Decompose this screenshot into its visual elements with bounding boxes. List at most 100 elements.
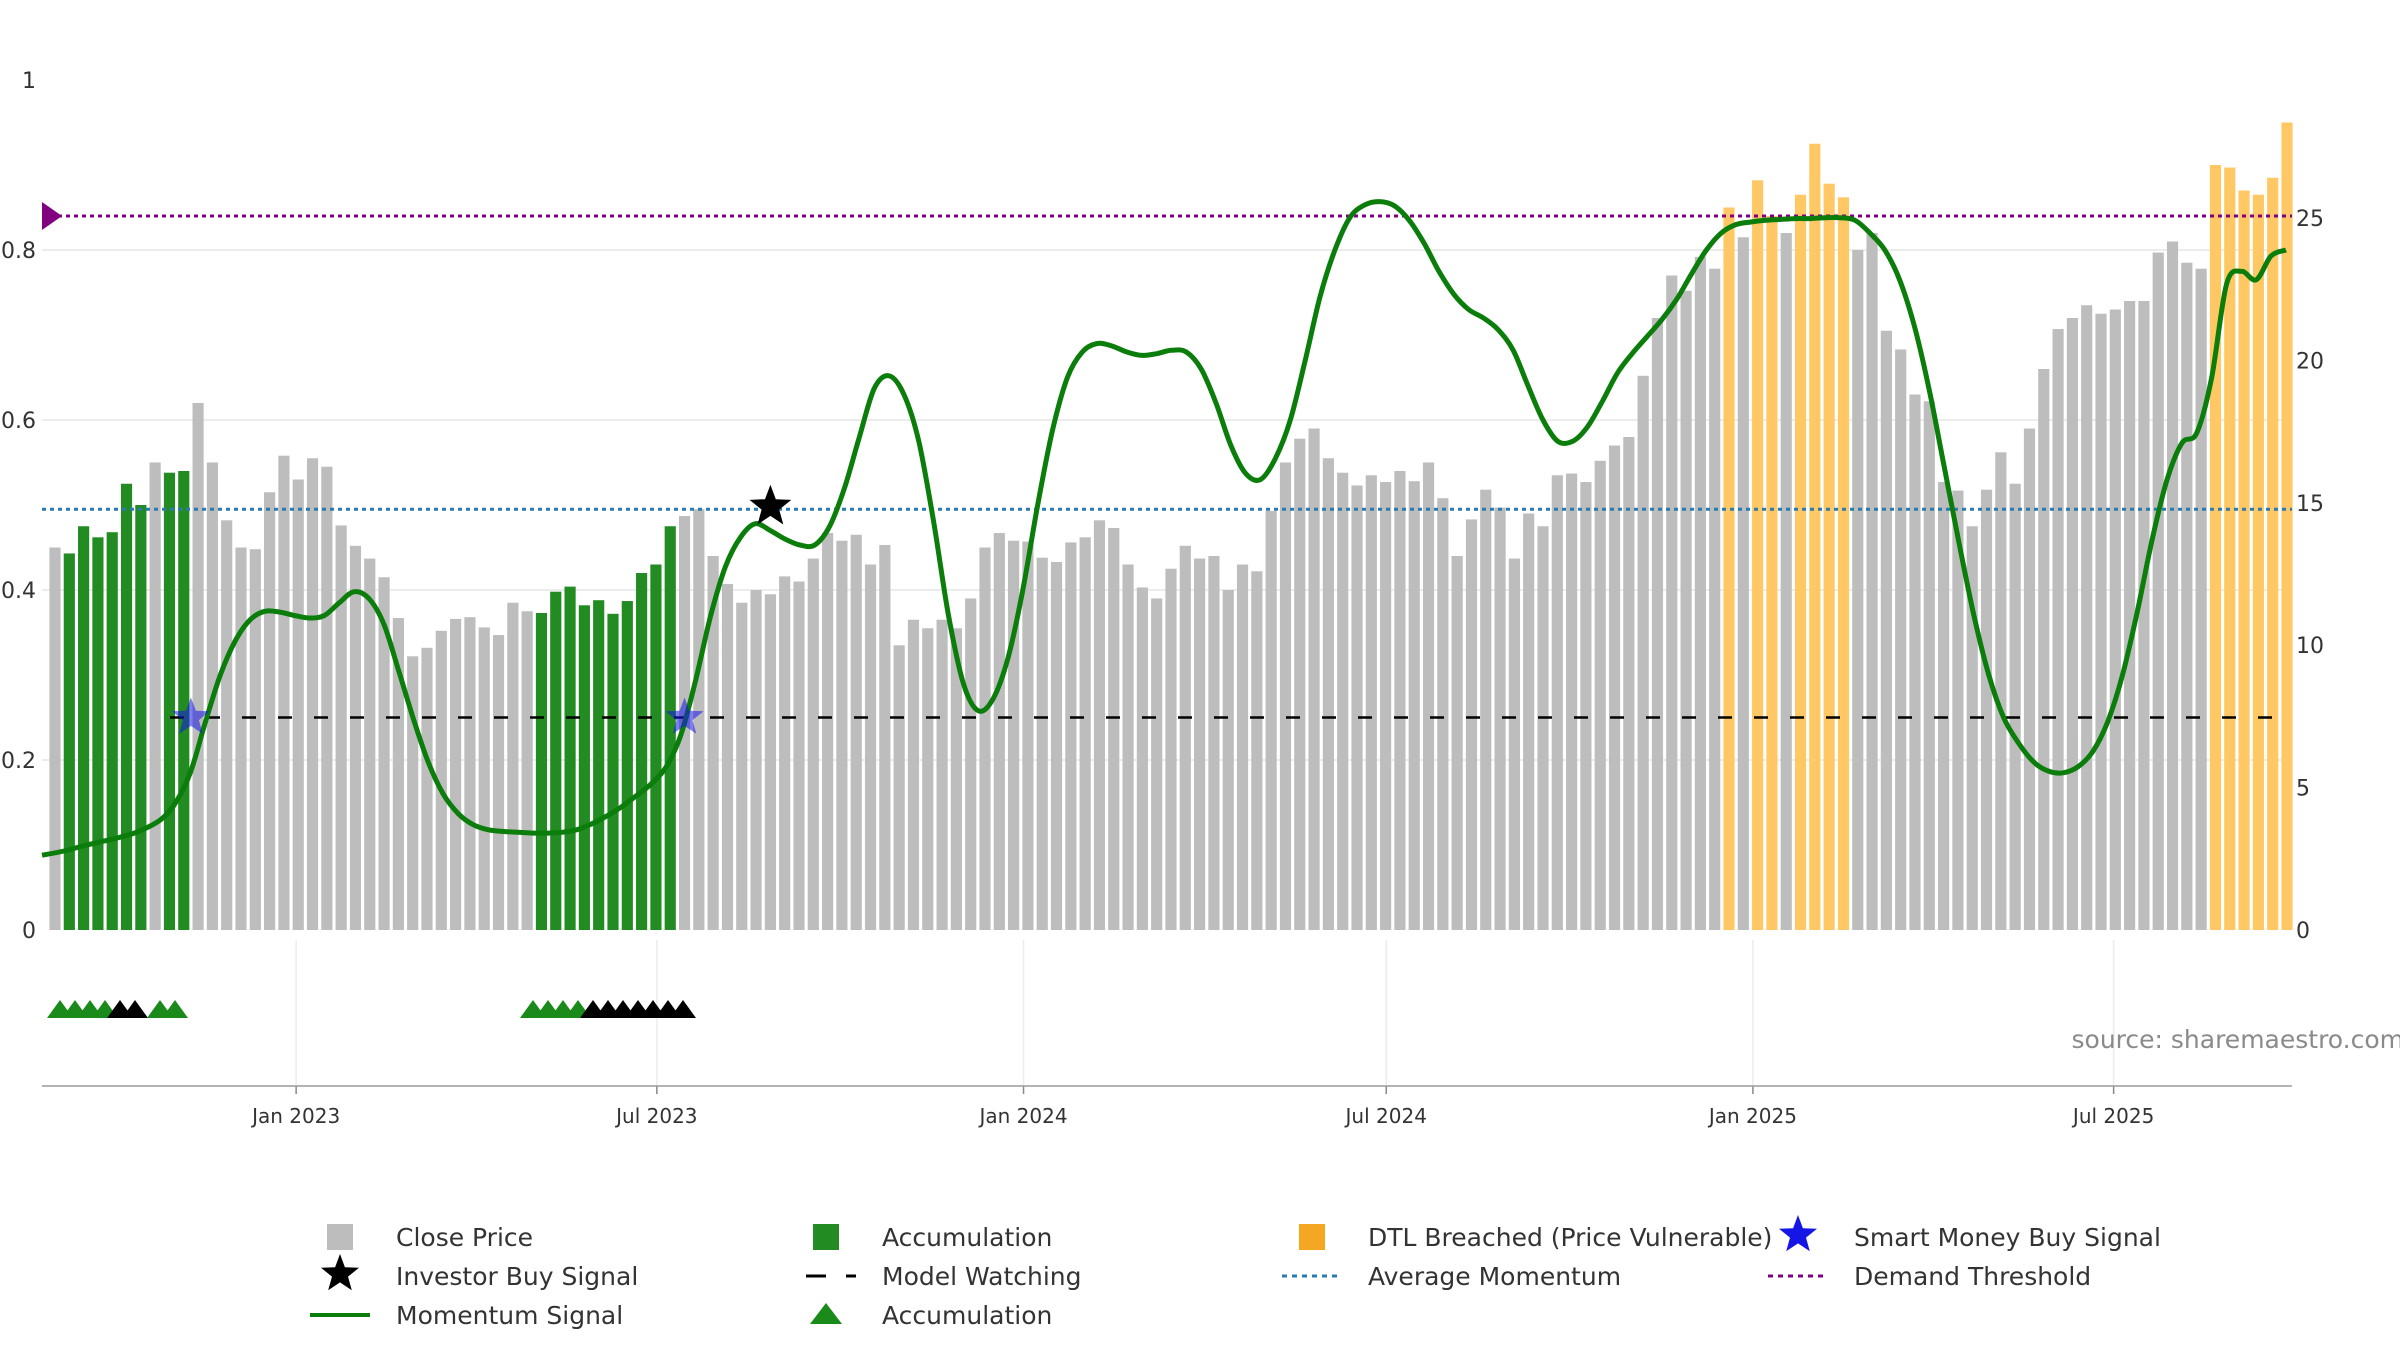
close-price-bar [364,558,376,930]
close-price-bar [1709,268,1721,930]
dtl-breached-bar [1723,207,1735,930]
right-tick-label: 5 [2296,777,2310,802]
legend-swatch-smart-money-buy-signal [1779,1215,1817,1252]
close-price-bar [1580,482,1592,930]
legend-swatch-close-price [327,1224,353,1250]
close-price-bar [1952,490,1964,930]
close-price-bar [1308,428,1320,930]
accumulation-bar [63,553,75,930]
close-price-bar [1365,475,1377,930]
accumulation-bar [636,573,648,930]
accumulation-bar [607,613,619,930]
close-price-bar [1079,537,1091,930]
accumulation-triangle [670,1000,696,1018]
accumulation-bar [564,586,576,930]
legend-label-close-price: Close Price [396,1223,533,1252]
investor-buy-star [749,484,792,525]
source-label: source: sharemaestro.com [2072,1025,2400,1054]
legend-label-average-momentum: Average Momentum [1368,1262,1621,1291]
close-price-bar [1508,558,1520,930]
left-tick-label: 0.8 [1,239,36,264]
dtl-breached-bar [1766,216,1778,930]
close-price-bar [478,627,490,930]
close-price-bar [936,619,948,930]
right-tick-label: 0 [2296,919,2310,944]
close-price-bar [1651,318,1664,930]
x-tick-label: Jan 2023 [250,1104,340,1128]
close-price-bar [807,558,819,930]
left-tick-label: 0 [22,919,36,944]
close-price-bar [2081,305,2093,930]
close-price-bar [1050,561,1063,930]
left-tick-label: 1 [22,69,36,94]
close-price-bar [49,547,61,930]
dtl-breached-bar [2252,194,2264,930]
close-price-bar [192,403,204,930]
close-price-bar [1451,556,1463,930]
close-price-bar [1065,542,1077,930]
accumulation-bar [120,483,133,930]
close-price-bar [2109,309,2121,930]
x-tick-label: Jul 2024 [1344,1104,1427,1128]
close-price-bar [1880,330,1892,930]
smart-money-buy-star [665,697,704,734]
close-price-bar [793,581,805,930]
close-price-bar [893,645,905,930]
close-price-bar [1980,489,1993,930]
accumulation-bar [535,612,548,930]
close-price-bar [1408,481,1420,930]
close-price-bar [879,544,891,930]
close-price-bar [1194,558,1206,930]
close-price-bar [1694,256,1706,930]
accumulation-bar [550,591,562,930]
close-price-bar [1008,540,1020,930]
legend-label-investor-buy-signal: Investor Buy Signal [396,1262,638,1291]
left-tick-label: 0.4 [1,579,36,604]
close-price-bar [1437,498,1449,930]
dtl-breached-bar [1794,194,1807,930]
x-tick-label: Jul 2025 [2071,1104,2154,1128]
dtl-breached-bar [1809,143,1821,930]
close-price-bar [1279,462,1292,930]
demand-threshold-marker [42,202,62,230]
close-price-bar [1566,473,1578,930]
close-price-bar [435,630,447,930]
close-price-bar [693,509,705,930]
accumulation-bar [178,471,190,930]
legend-label-accumulation: Accumulation [882,1223,1052,1252]
legend-label-dtl-breached-price-vulnerable: DTL Breached (Price Vulnerable) [1368,1223,1772,1252]
close-price-bar [1737,237,1749,930]
accumulation-bar [163,472,176,930]
legend-swatch-investor-buy-signal [321,1254,359,1291]
close-price-bar [1022,541,1034,930]
close-price-bar [1294,438,1306,930]
close-price-bar [1938,482,1950,930]
accumulation-bar [92,537,104,930]
left-tick-label: 0.2 [1,749,36,774]
close-price-bar [2152,252,2164,931]
close-price-bar [707,556,719,930]
close-price-bar [1895,349,1907,930]
accumulation-triangle [162,1000,188,1018]
close-price-bar [1666,275,1678,930]
close-price-bar [1623,437,1635,930]
accumulation-bar [578,605,590,930]
dtl-breached-bar [2209,165,2222,930]
close-price-bar [2009,483,2021,930]
close-price-bar [1780,233,1792,930]
accumulation-triangle [122,1000,148,1018]
close-price-bar [1866,233,1878,930]
dtl-breached-bar [1837,197,1850,931]
accumulation-bar [78,526,90,930]
accumulation-bar [106,532,118,930]
close-price-bar [850,534,862,930]
close-price-bar [507,602,519,930]
legend-label-smart-money-buy-signal: Smart Money Buy Signal [1854,1223,2161,1252]
x-tick-label: Jan 2024 [977,1104,1067,1128]
close-price-bar [2166,241,2179,930]
close-price-bar [321,466,333,930]
close-price-bar [1494,507,1506,930]
close-price-bar [1036,557,1048,930]
close-price-bar [1151,598,1163,930]
